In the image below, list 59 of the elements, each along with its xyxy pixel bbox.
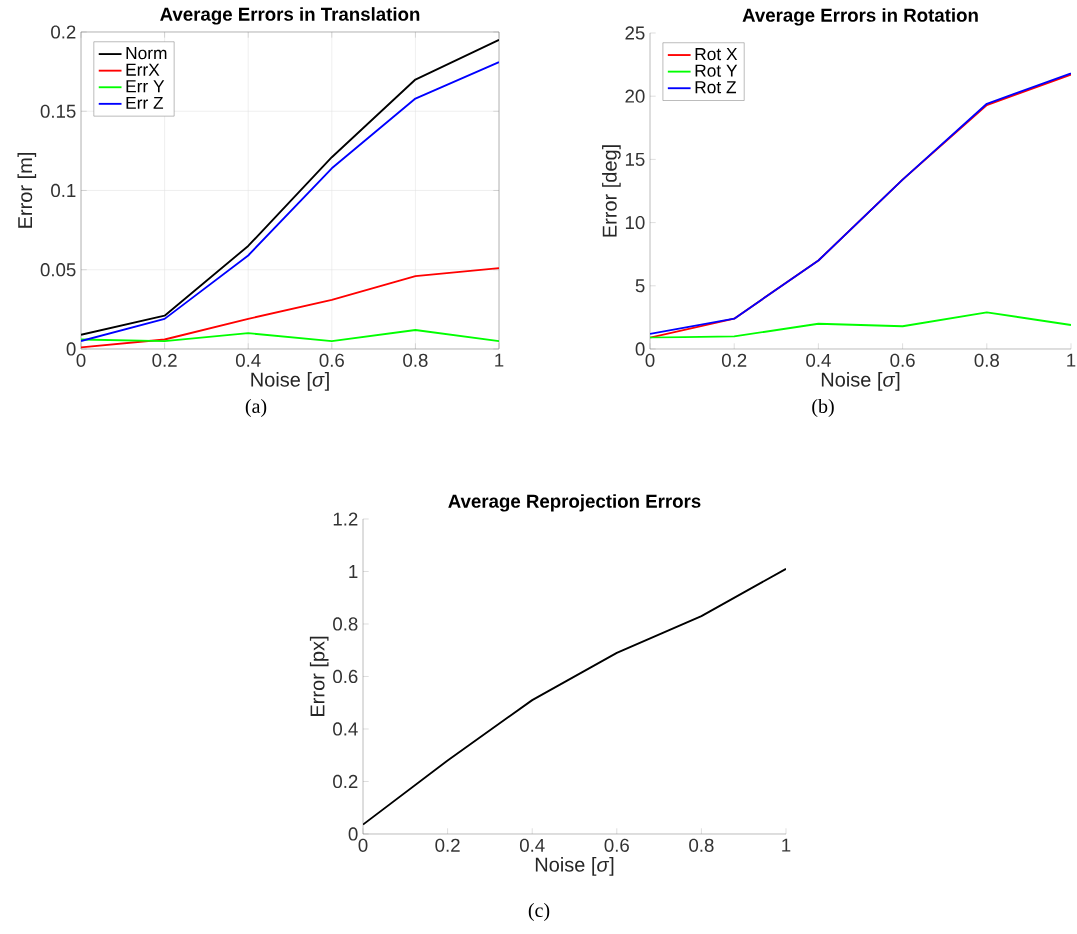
y-tick-label: 0.05 (40, 263, 76, 277)
y-tick-label: 1.2 (333, 512, 358, 526)
x-tick-label: 0.6 (319, 353, 344, 367)
y-tick-label: 5 (635, 279, 645, 293)
line-series (363, 567, 787, 826)
y-tick-label: 0.1 (51, 183, 76, 198)
y-tick-label: 20 (625, 89, 645, 103)
y-tick-label: 0.4 (333, 722, 358, 736)
y-tick-label: 15 (625, 152, 645, 166)
legend-label: Err Y (126, 80, 165, 93)
x-tick-label: 0.4 (806, 353, 831, 367)
legend-label: Norm (126, 47, 167, 60)
legend-label: Rot Y (695, 64, 738, 77)
x-axis-title: Noise [σ] (535, 857, 614, 876)
y-tick-label: 0 (348, 827, 358, 841)
x-tick-label: 1 (1067, 353, 1076, 367)
line-series (81, 329, 500, 343)
y-tick-label: 25 (625, 26, 645, 40)
text: (b) (812, 398, 834, 418)
x-tick-label: 0.8 (974, 353, 999, 367)
chart-title: Average Reprojection Errors (448, 494, 701, 512)
x-tick-label: 0.2 (721, 353, 747, 367)
y-tick-label: 0 (66, 342, 76, 356)
chart-title: Average Errors in Rotation (742, 8, 978, 26)
x-tick-label: 0 (76, 353, 86, 367)
legend-label: Rot X (695, 48, 738, 61)
x-tick-label: 0.8 (403, 353, 428, 367)
y-tick-label: 0.6 (333, 669, 358, 684)
legend-label: Err Z (126, 96, 164, 109)
line-series (650, 311, 1072, 339)
y-axis-title: Error [px] (309, 636, 329, 716)
legend-label: Rot Z (695, 81, 737, 94)
y-tick-label: 1 (349, 565, 358, 578)
x-tick-label: 0.6 (604, 838, 629, 852)
y-tick-label: 0 (635, 342, 645, 356)
x-tick-label: 0 (358, 838, 368, 852)
x-tick-label: 0 (645, 353, 655, 367)
y-tick-label: 0.15 (40, 104, 76, 118)
x-tick-label: 0.4 (519, 838, 545, 852)
chart-title: Average Errors in Translation (160, 7, 420, 25)
text: (c) (528, 902, 550, 922)
y-tick-label: 0.2 (333, 774, 358, 789)
x-tick-label: 0.4 (235, 353, 261, 367)
x-tick-label: 1 (782, 838, 791, 852)
y-axis-title: Error [deg] (602, 145, 621, 237)
x-tick-label: 1 (495, 353, 504, 367)
y-tick-label: 10 (625, 215, 645, 230)
x-tick-label: 0.8 (689, 838, 714, 852)
line-series (81, 267, 500, 349)
y-tick-label: 0.2 (51, 25, 76, 39)
x-axis-title: Noise [σ] (251, 372, 329, 391)
x-tick-label: 0.6 (890, 353, 915, 367)
y-tick-label: 0.8 (333, 617, 358, 631)
x-tick-label: 0.2 (435, 838, 460, 852)
y-axis-title: Error [m] (17, 153, 37, 228)
x-tick-label: 0.2 (152, 353, 177, 367)
x-axis-title: Noise [σ] (821, 372, 900, 391)
text: (a) (245, 398, 267, 418)
legend-label: ErrX (126, 63, 160, 76)
